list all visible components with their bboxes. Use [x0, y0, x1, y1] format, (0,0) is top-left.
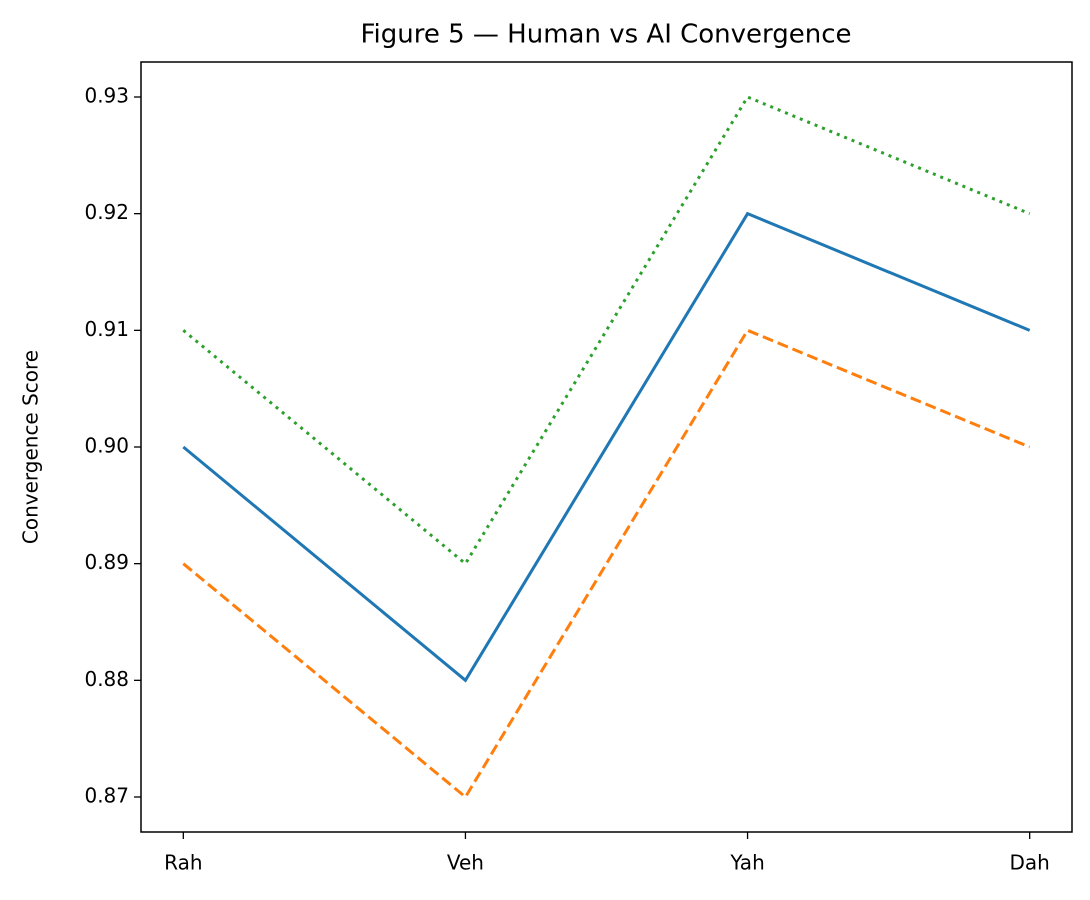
plot-frame [140, 61, 1073, 833]
series-line [182, 95, 1031, 566]
x-tick-label: Veh [447, 851, 484, 875]
y-tick-label: 0.91 [84, 317, 129, 341]
y-tick-label: 0.92 [84, 200, 129, 224]
y-tick-label: 0.87 [84, 784, 129, 808]
series-line [182, 211, 1031, 683]
chart-title: Figure 5 — Human vs AI Convergence [360, 20, 851, 50]
series-line [182, 328, 1031, 800]
y-tick-label: 0.90 [84, 434, 129, 458]
x-tick-label: Dah [1010, 851, 1050, 875]
y-axis-label: Convergence Score [19, 350, 43, 544]
x-tick-label: Yah [729, 851, 764, 875]
x-tick-label: Rah [164, 851, 202, 875]
y-tick-label: 0.89 [84, 550, 129, 574]
y-tick-label: 0.88 [84, 667, 129, 691]
y-tick-label: 0.93 [84, 84, 129, 108]
